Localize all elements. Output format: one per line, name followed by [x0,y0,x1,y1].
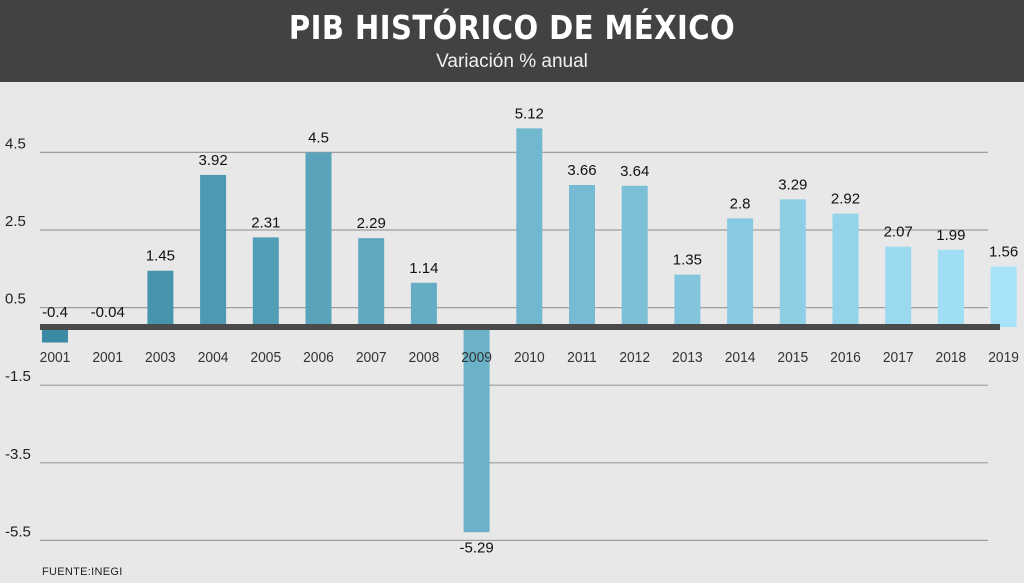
bar [463,327,490,533]
x-tick-label: 2016 [830,350,861,367]
data-label: -0.04 [91,304,125,321]
chart-title: PIB HISTÓRICO DE MÉXICO [288,8,736,47]
bar [937,249,964,327]
bar [252,237,279,327]
bar [990,266,1017,327]
source-note: FUENTE:INEGI [42,566,123,578]
chart-header: PIB HISTÓRICO DE MÉXICO Variación % anua… [0,0,1024,82]
y-tick-label: 4.5 [5,135,26,152]
x-tick-label: 2012 [619,350,650,367]
bar [832,213,859,327]
data-label: 3.66 [567,162,596,179]
x-tick-label: 2003 [145,350,176,367]
bar [147,270,174,327]
x-tick-label: 2005 [250,350,281,367]
zero-baseline [40,324,1000,330]
bar [200,174,227,327]
bar [621,185,648,327]
x-tick-label: 2006 [303,350,334,367]
bar [410,282,437,327]
y-tick-label: 0.5 [5,291,26,308]
x-tick-label: 2017 [883,350,914,367]
bar [358,238,385,327]
data-label: 1.99 [936,227,965,244]
x-tick-label: 2008 [409,350,440,367]
data-label: 2.31 [251,214,280,231]
bar [779,199,806,327]
data-label: 1.35 [673,252,702,269]
x-tick-label: 2009 [461,350,492,367]
x-tick-label: 2015 [777,350,808,367]
bar [42,327,68,343]
data-label: 3.92 [198,152,227,169]
bar [674,274,701,327]
x-tick-label: 2014 [725,350,756,367]
data-label: -5.29 [459,539,493,556]
x-tick-label: 2011 [567,350,597,367]
data-label: -0.4 [42,304,68,321]
bar [569,184,595,327]
y-tick-label: -3.5 [5,446,31,463]
y-tick-label: 2.5 [5,213,26,230]
bar [516,128,543,327]
x-tick-label: 2001 [40,350,71,367]
x-tick-label: 2010 [514,350,545,367]
y-tick-label: -5.5 [5,523,31,540]
data-label: 5.12 [515,105,544,122]
x-tick-label: 2018 [936,350,967,367]
x-tick-label: 2019 [988,350,1019,367]
y-tick-label: -1.5 [5,368,31,385]
data-label: 2.29 [357,215,386,232]
data-label: 2.8 [730,195,751,212]
x-tick-label: 2007 [356,350,387,367]
data-label: 3.64 [620,163,649,180]
data-label: 2.92 [831,191,860,208]
bar [305,152,332,327]
chart-subtitle: Variación % anual [436,51,588,72]
data-label: 4.5 [308,129,329,146]
x-tick-label: 2013 [672,350,703,367]
data-label: 1.45 [146,248,175,265]
data-label: 1.56 [989,243,1018,260]
x-tick-label: 2001 [92,350,123,367]
x-tick-label: 2004 [198,350,229,367]
data-label: 1.14 [409,260,438,277]
bar [727,218,754,327]
data-label: 3.29 [778,176,807,193]
bar [885,246,912,327]
data-label: 2.07 [884,224,913,241]
